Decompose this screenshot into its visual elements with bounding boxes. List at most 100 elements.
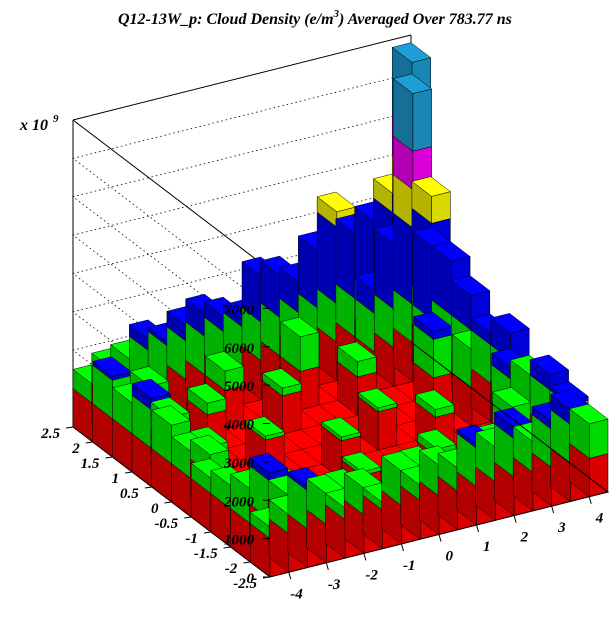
bar-top-face <box>189 434 230 455</box>
bar-top-face <box>151 405 191 426</box>
bar-top-face <box>341 451 382 473</box>
bar-top-face <box>416 429 457 450</box>
y-tick-mark-2 <box>223 546 231 549</box>
z-gridline-6 <box>72 111 412 348</box>
bar-top-face <box>337 341 377 362</box>
z-tick-label-7: 7000 <box>224 302 255 318</box>
bar-side-face <box>316 211 338 305</box>
bar-top-face <box>186 383 227 404</box>
bar-top-face <box>492 387 532 408</box>
bar-39 <box>357 387 398 451</box>
x-tick-mark-1 <box>325 562 329 570</box>
z-tick-label-5: 5000 <box>224 379 255 395</box>
chart-title: Q12-13W_p: Cloud Density (e/m3) Averaged… <box>118 8 512 28</box>
bar-28 <box>262 368 302 435</box>
bar-top-face <box>279 316 320 338</box>
bar-top-face <box>392 73 433 94</box>
x-tick-mark-4 <box>438 534 442 542</box>
chart-title-sup: 3 <box>333 8 340 20</box>
y-tick-mark-0 <box>262 576 271 579</box>
chart-title-tail: ) Averaged Over 783.77 ns <box>337 11 512 28</box>
bar-front-face <box>431 191 451 224</box>
y-tick-mark-7 <box>125 471 133 474</box>
x-tick-mark-0 <box>288 572 292 580</box>
y-tick-mark-10 <box>65 426 74 429</box>
x-tick-label-0: -4 <box>290 586 303 602</box>
y-tick-label-5: 0 <box>151 501 159 517</box>
y-tick-label-2: -1.5 <box>194 546 218 562</box>
bar-top-face <box>391 42 432 63</box>
bar-side-face <box>412 231 433 321</box>
x-tick-label-2: -2 <box>365 567 378 583</box>
x-tick-label-7: 3 <box>557 520 566 536</box>
bar-80 <box>568 403 609 498</box>
bar-top-face <box>529 354 570 375</box>
bar-side-face <box>392 212 414 306</box>
bar-top-face <box>411 176 451 197</box>
y-tick-mark-4 <box>184 516 192 519</box>
y-tick-mark-9 <box>85 441 93 444</box>
bar-top-face <box>248 452 289 474</box>
bar-top-face <box>431 241 471 262</box>
bar-front-face <box>588 418 609 459</box>
bars <box>72 42 609 578</box>
z-tick-label-0: 0 <box>247 571 255 587</box>
bar-top-face <box>131 378 172 400</box>
y-tick-label-6: 0.5 <box>120 486 139 502</box>
x-tick-label-3: -1 <box>403 558 416 574</box>
z-gridline-5 <box>72 149 412 386</box>
x-tick-label-6: 2 <box>520 530 529 546</box>
bar-top-face <box>568 403 609 425</box>
x-tick-mark-5 <box>476 524 480 533</box>
bar-top-face <box>129 366 170 387</box>
bar-top-face <box>204 351 245 372</box>
x-tick-mark-7 <box>551 506 555 514</box>
bar-top-face <box>321 417 361 438</box>
bar-top-face <box>316 191 357 213</box>
y-tick-label-3: -1 <box>185 531 198 547</box>
y-tick-mark-6 <box>144 486 152 489</box>
bar-top-face <box>450 275 491 296</box>
y-tick-mark-1 <box>243 561 251 564</box>
z-tick-label-1: 1000 <box>224 533 255 549</box>
z-multiplier-base: x 10 <box>19 117 48 134</box>
z-tick-label-4: 4000 <box>223 418 255 434</box>
x-tick-mark-2 <box>363 553 367 561</box>
x-tick-label-4: 0 <box>446 549 454 565</box>
y-tick-label-7: 1 <box>112 471 120 487</box>
axis-ticks: 0 1000 2000 3000 4000 5000 6000 7000 -4 -3 -2 -1 0 1 2… <box>40 302 603 602</box>
z-gridline-7 <box>72 72 412 309</box>
bar-front-face <box>299 366 320 411</box>
bar-front-face <box>377 406 398 451</box>
y-tick-label-9: 2 <box>71 441 80 457</box>
z-tick-label-6: 6000 <box>224 341 255 357</box>
bar-top-face <box>357 387 398 409</box>
x-tick-mark-8 <box>588 496 592 504</box>
bar-top-face <box>415 389 455 410</box>
chart-title-main: Q12-13W_p: Cloud Density (e/m <box>118 11 334 28</box>
z-multiplier-exp: 9 <box>53 113 59 125</box>
x-tick-label-5: 1 <box>483 539 491 555</box>
y-tick-label-1: -2 <box>225 561 238 577</box>
bar-top-face <box>245 416 285 437</box>
x-tick-label-8: 4 <box>595 511 604 527</box>
bar-top-face <box>262 368 302 389</box>
z-gridline-4 <box>72 188 412 424</box>
y-tick-label-8: 1.5 <box>81 456 100 472</box>
back-top-edge-left <box>72 119 271 271</box>
bar-top-face <box>413 311 453 333</box>
z-gridline-2 <box>72 264 412 501</box>
x-tick-label-1: -3 <box>328 577 341 593</box>
y-tick-mark-3 <box>203 531 211 534</box>
z-multiplier-label: x 10 9 <box>19 113 59 134</box>
y-tick-label-4: -0.5 <box>154 516 178 532</box>
z-tick-label-3: 3000 <box>223 456 255 472</box>
y-tick-label-10: 2.5 <box>40 426 60 442</box>
bar-top-face <box>92 356 132 377</box>
z-tick-label-2: 2000 <box>223 494 255 510</box>
x-tick-mark-3 <box>400 543 404 552</box>
bar-front-face <box>282 390 302 435</box>
z-gridline-3 <box>72 226 412 463</box>
x-tick-mark-6 <box>513 515 517 523</box>
